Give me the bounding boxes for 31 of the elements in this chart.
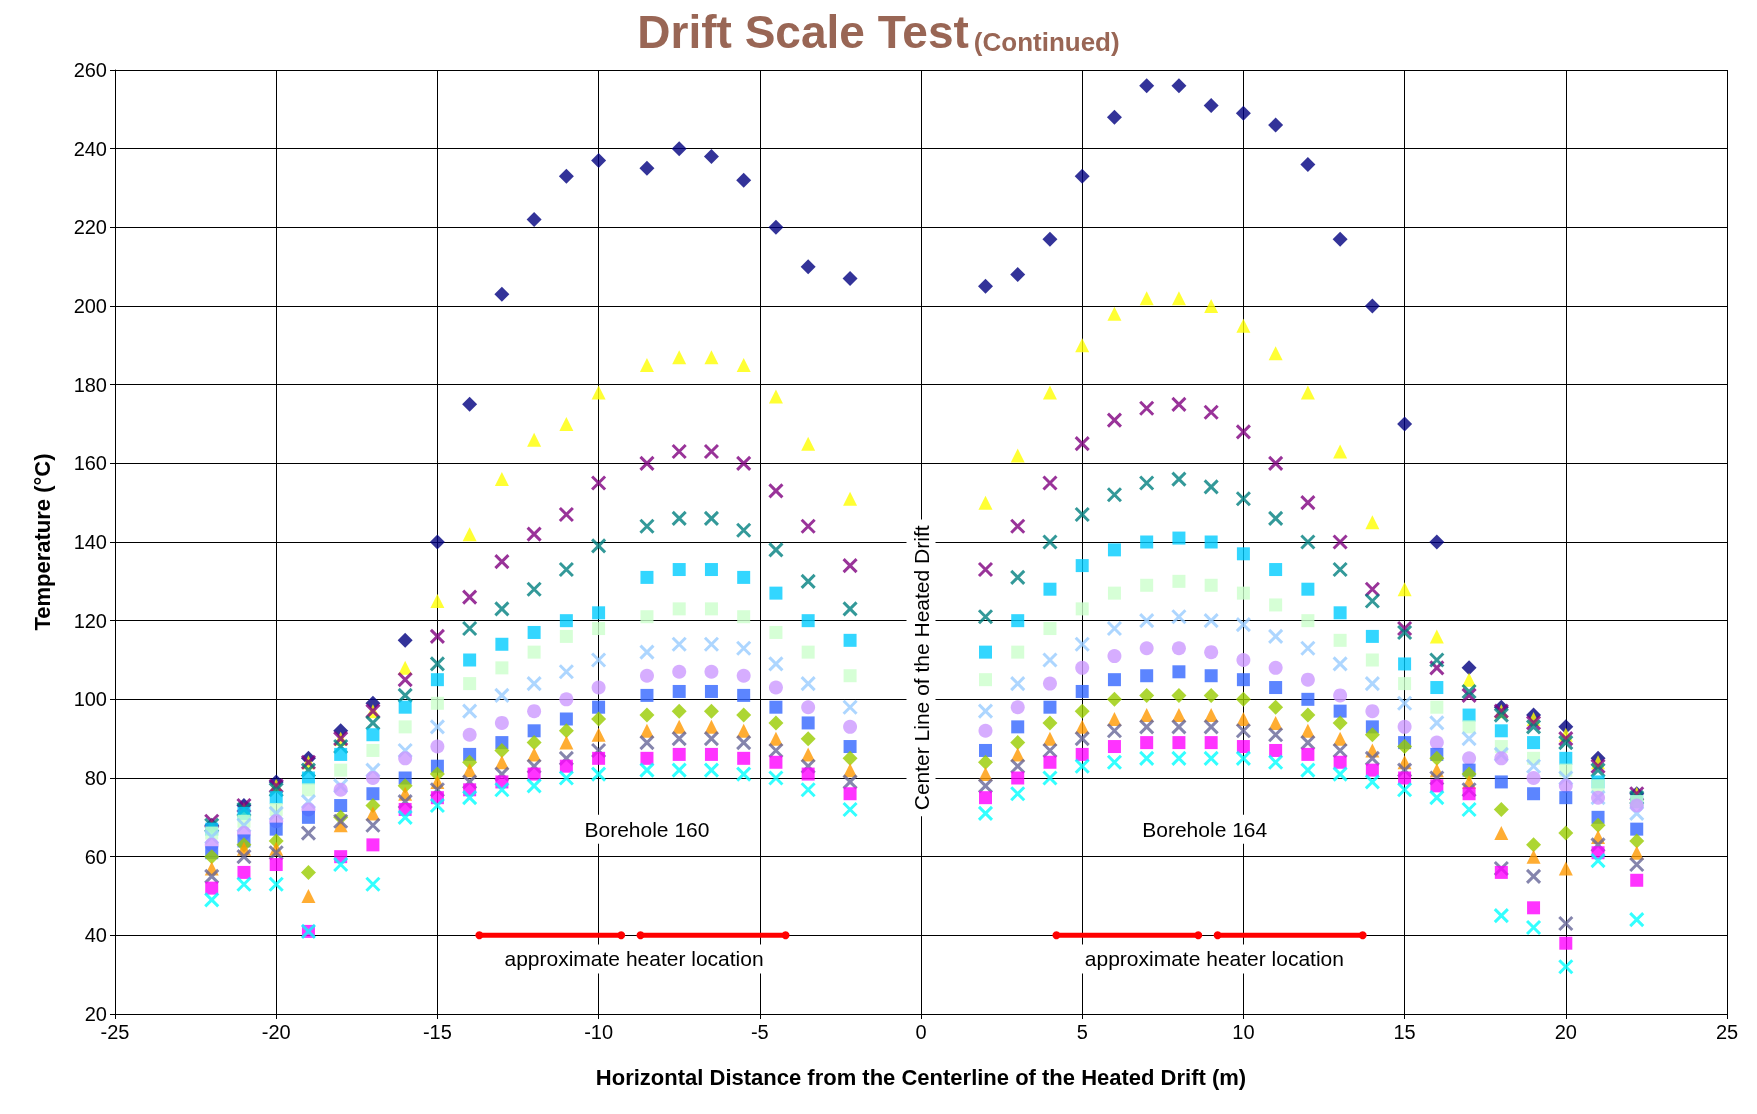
chart-title: Drift Scale Test (637, 6, 969, 58)
y-tick-label: 240 (73, 137, 107, 160)
x-tick-label: 15 (1393, 1021, 1416, 1043)
x-tick-label: 20 (1554, 1021, 1577, 1043)
annotation: Borehole 164 (1142, 817, 1268, 841)
annotation: approximate heater location (504, 947, 764, 971)
y-tick-label: 40 (84, 924, 107, 947)
chart-subtitle: (Continued) (973, 27, 1120, 57)
x-tick-label: -15 (422, 1021, 452, 1043)
x-tick-label: -20 (261, 1021, 291, 1043)
y-axis-title: Temperature (°C) (29, 453, 55, 631)
x-tick-label: 10 (1232, 1021, 1255, 1043)
y-tick-label: 80 (84, 767, 107, 789)
x-tick-label: 5 (1076, 1021, 1088, 1043)
y-tick-label: 60 (84, 845, 107, 868)
x-tick-label: -10 (584, 1021, 614, 1043)
x-tick-label: 25 (1715, 1021, 1739, 1043)
annotation: Borehole 160 (584, 817, 710, 841)
y-tick-label: 140 (73, 531, 107, 553)
y-tick-label: 260 (73, 59, 107, 81)
y-tick-label: 200 (73, 295, 107, 317)
y-tick-label: 120 (73, 609, 107, 632)
annotation: approximate heater location (1084, 947, 1344, 971)
y-tick-label: 160 (73, 452, 107, 475)
x-tick-label: -5 (750, 1021, 769, 1043)
x-tick-label: 0 (915, 1021, 927, 1043)
y-tick-label: 180 (73, 373, 107, 396)
y-tick-label: 100 (73, 688, 107, 711)
annotation: Center Line of the Heated Drift (909, 525, 933, 811)
y-tick-label: 220 (73, 216, 107, 239)
x-axis-title: Horizontal Distance from the Centerline of the Heated Drift (m) (595, 1064, 1247, 1090)
